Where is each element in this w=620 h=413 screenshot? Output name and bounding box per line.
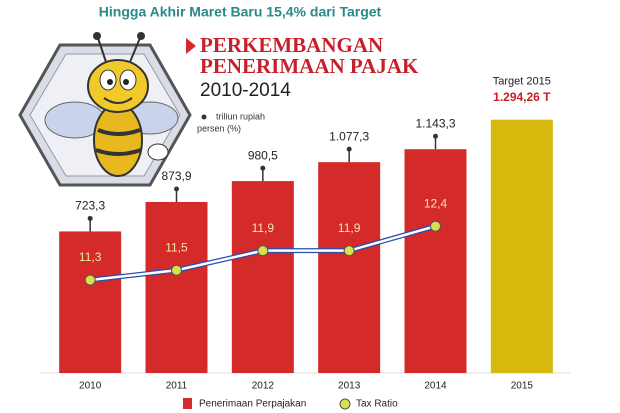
- unit-label: persen (%): [197, 123, 241, 133]
- bar: [318, 162, 381, 373]
- title-line: PENERIMAAN PAJAK: [200, 54, 419, 78]
- line-value-label: 11,5: [165, 240, 188, 254]
- line-marker: [430, 220, 441, 232]
- value-label: 723,3: [75, 199, 105, 213]
- value-label: 1.294,26 T: [493, 90, 551, 104]
- annotation: Target 2015: [493, 76, 551, 88]
- unit-label: triliun rupiah: [216, 111, 265, 121]
- line-marker: [171, 264, 182, 276]
- legend-swatch: [183, 398, 192, 409]
- bar: [231, 181, 294, 373]
- mascot: [18, 32, 192, 187]
- legend-swatch: [339, 398, 351, 410]
- kicker: Hingga Akhir Maret Baru 15,4% dari Targe…: [99, 4, 382, 20]
- line-value-label: 11,3: [79, 250, 102, 264]
- line-marker: [343, 245, 355, 257]
- bar: [490, 119, 553, 374]
- label-pin-head: [174, 186, 179, 192]
- bar: [145, 201, 208, 373]
- label-pin-head: [260, 165, 266, 171]
- unit-icon: [201, 114, 207, 120]
- title-line: PERKEMBANGAN: [200, 33, 383, 57]
- bar: [59, 231, 122, 373]
- x-tick-label: 2013: [338, 381, 361, 392]
- bar: [404, 149, 467, 373]
- x-tick-label: 2012: [252, 381, 275, 392]
- label-pin-head: [433, 133, 438, 139]
- title-arrow: [186, 38, 196, 54]
- line-value-label: 11,9: [252, 221, 275, 235]
- x-tick-label: 2010: [79, 381, 102, 392]
- x-tick-label: 2011: [166, 381, 188, 392]
- value-label: 873,9: [161, 169, 191, 183]
- label-pin-head: [346, 146, 352, 152]
- x-tick-label: 2015: [511, 381, 534, 392]
- value-label: 1.143,3: [415, 116, 455, 130]
- line-value-label: 11,9: [338, 221, 361, 235]
- value-label: 1.077,3: [329, 129, 369, 143]
- legend-label: Tax Ratio: [356, 399, 398, 410]
- subtitle: 2010-2014: [200, 80, 291, 101]
- legend-label: Penerimaan Perpajakan: [199, 399, 306, 410]
- label-pin-head: [87, 215, 93, 221]
- x-tick-label: 2014: [424, 381, 447, 392]
- value-label: 980,5: [248, 148, 278, 162]
- line-marker: [84, 274, 96, 286]
- line-marker: [257, 245, 269, 257]
- line-value-label: 12,4: [424, 196, 448, 210]
